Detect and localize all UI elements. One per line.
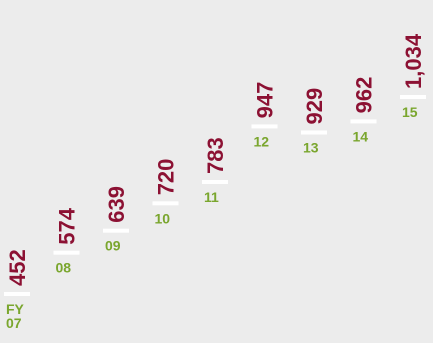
category-tick-line: 13: [303, 140, 319, 156]
category-tick-label: 14: [353, 128, 369, 144]
category-tick-line: 14: [353, 128, 369, 144]
bar-value-label: 783: [203, 137, 228, 174]
bar-marker: [152, 201, 179, 206]
bar-value-label: 947: [253, 82, 278, 119]
chart-marks: 452 FY 07 574 08 639 09 720 10 783 11 947 12 929 13 962…: [4, 33, 426, 331]
category-tick-line: 08: [56, 260, 72, 276]
bar-value-label: 720: [154, 159, 179, 196]
category-tick-line: 12: [254, 133, 270, 149]
bar-marker: [400, 95, 426, 99]
category-tick-line: 15: [402, 104, 418, 120]
category-tick-label: 11: [204, 189, 219, 205]
category-tick-line: 07: [6, 315, 22, 331]
bar-marker: [350, 119, 377, 124]
category-tick-line: 11: [204, 189, 219, 205]
category-tick-label: 13: [303, 140, 319, 156]
category-tick-label: 15: [402, 104, 418, 120]
category-tick-label: 08: [56, 260, 72, 276]
category-tick-label: 10: [155, 210, 171, 226]
bar-value-label: 639: [104, 186, 129, 223]
category-tick-line: FY: [6, 301, 25, 317]
category-tick-label: FY 07: [6, 301, 25, 331]
bar-value-label: 929: [302, 88, 327, 125]
bar-value-label: 452: [5, 249, 30, 286]
bar-value-label: 1,034: [401, 33, 426, 89]
category-tick-line: 09: [105, 238, 121, 254]
bar-marker: [202, 180, 228, 184]
bar-marker: [4, 292, 30, 296]
bar-marker: [53, 250, 80, 255]
bar-value-label: 574: [55, 207, 80, 244]
bar-marker: [103, 228, 129, 233]
category-tick-line: 10: [155, 210, 171, 226]
bar-marker: [251, 124, 278, 129]
bar-marker: [301, 130, 327, 135]
category-tick-label: 09: [105, 238, 121, 254]
bar-value-label: 962: [352, 77, 377, 114]
category-tick-label: 12: [254, 133, 270, 149]
